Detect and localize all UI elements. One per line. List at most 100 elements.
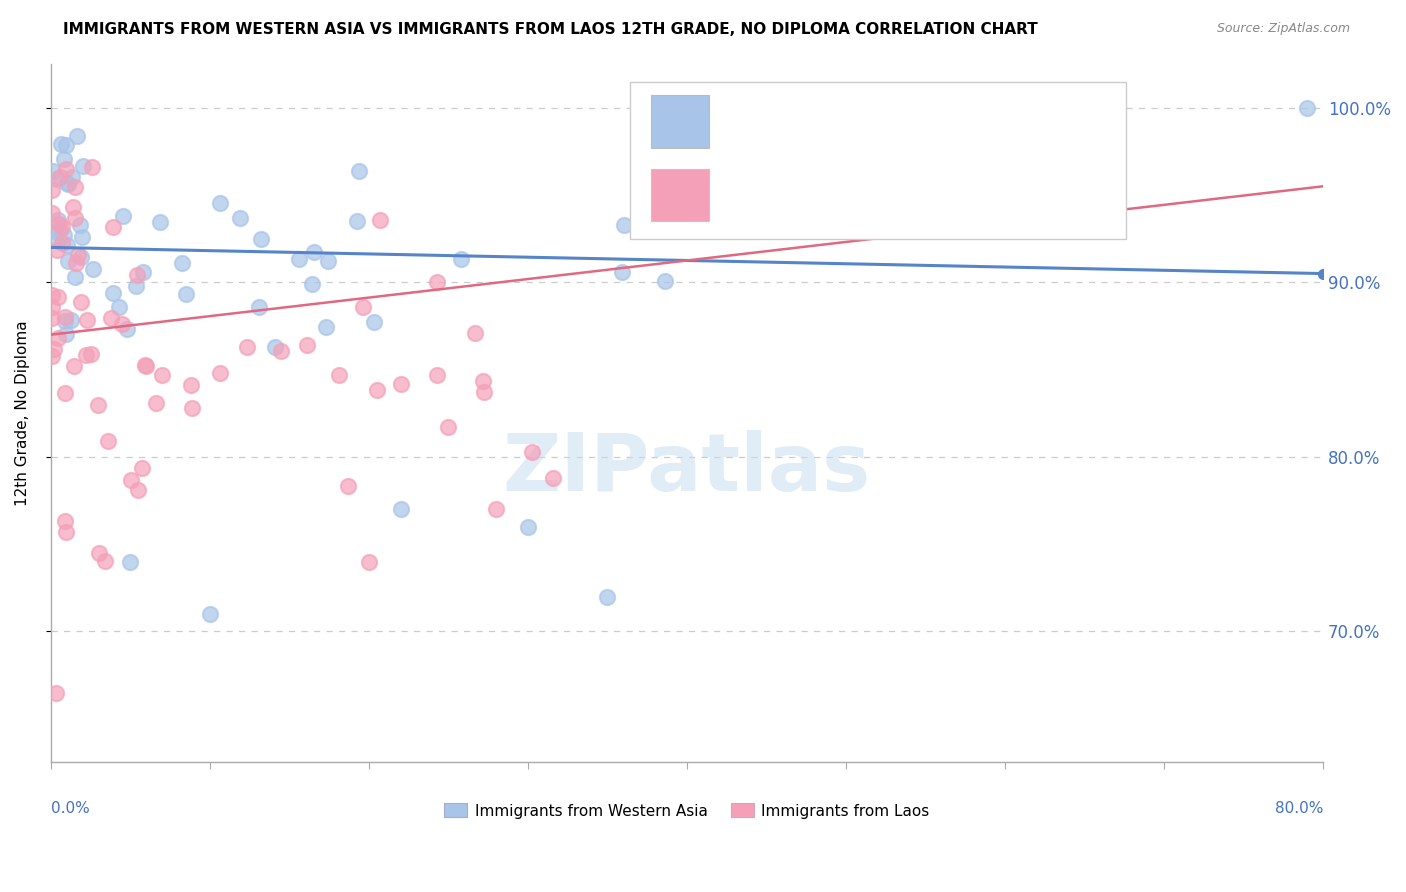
Text: 0.0%: 0.0% — [51, 801, 90, 816]
Point — [51, 220, 73, 235]
Point — [149, 215, 172, 229]
Text: 74: 74 — [965, 186, 987, 204]
Point — [288, 252, 311, 266]
Text: 0.140: 0.140 — [775, 186, 832, 204]
Point — [49, 137, 72, 152]
Point — [108, 300, 131, 314]
Point — [41, 300, 63, 314]
FancyBboxPatch shape — [651, 169, 709, 221]
Point — [65, 211, 87, 226]
Point — [45, 172, 67, 186]
Point — [543, 471, 565, 485]
Point — [654, 274, 676, 288]
Point — [62, 359, 84, 373]
Point — [72, 229, 94, 244]
Point — [366, 383, 388, 397]
Point — [55, 310, 77, 324]
Point — [55, 137, 77, 152]
Point — [170, 256, 193, 270]
Point — [315, 320, 337, 334]
Point — [55, 525, 77, 540]
Legend: Immigrants from Western Asia, Immigrants from Laos: Immigrants from Western Asia, Immigrants… — [439, 797, 935, 824]
Point — [132, 265, 155, 279]
Point — [613, 218, 636, 232]
Point — [370, 213, 392, 227]
Point — [93, 554, 115, 568]
Point — [49, 170, 72, 185]
Point — [346, 214, 368, 228]
Point — [89, 546, 111, 560]
Point — [263, 340, 285, 354]
Point — [316, 254, 339, 268]
Point — [270, 343, 292, 358]
Point — [46, 225, 69, 239]
Point — [53, 386, 76, 401]
Point — [41, 287, 63, 301]
Point — [337, 479, 360, 493]
Point — [53, 227, 76, 242]
Point — [56, 253, 79, 268]
Point — [69, 294, 91, 309]
Point — [450, 252, 472, 266]
Point — [82, 261, 104, 276]
Point — [82, 161, 104, 175]
Text: 61: 61 — [965, 112, 987, 130]
Point — [135, 359, 157, 373]
Point — [485, 502, 508, 516]
Point — [46, 331, 69, 345]
Text: N =: N = — [903, 112, 941, 130]
Point — [101, 285, 124, 300]
Point — [120, 555, 142, 569]
Point — [127, 483, 149, 497]
Point — [75, 348, 97, 362]
Point — [55, 238, 77, 252]
Point — [48, 217, 70, 231]
Point — [464, 326, 486, 340]
Point — [60, 170, 83, 185]
Point — [1296, 101, 1319, 115]
Point — [63, 269, 86, 284]
Point — [124, 279, 146, 293]
Point — [66, 128, 89, 143]
Point — [97, 434, 120, 449]
Point — [349, 163, 371, 178]
Point — [101, 220, 124, 235]
Point — [42, 164, 65, 178]
Point — [41, 183, 63, 197]
Point — [46, 233, 69, 247]
Point — [76, 313, 98, 327]
Point — [87, 398, 110, 412]
Point — [250, 231, 273, 245]
Point — [295, 338, 318, 352]
Text: ZIPatlas: ZIPatlas — [503, 430, 872, 508]
Point — [174, 287, 197, 301]
Point — [52, 152, 75, 166]
Point — [51, 235, 73, 250]
Point — [120, 473, 142, 487]
Point — [181, 401, 204, 415]
Point — [53, 514, 76, 528]
Point — [112, 209, 135, 223]
Point — [208, 196, 231, 211]
Point — [63, 179, 86, 194]
Point — [55, 327, 77, 342]
Point — [41, 349, 63, 363]
Point — [80, 347, 103, 361]
Point — [72, 159, 94, 173]
Point — [229, 211, 252, 226]
Point — [53, 314, 76, 328]
Point — [426, 275, 449, 289]
Point — [198, 607, 221, 621]
Point — [45, 685, 67, 699]
Point — [426, 368, 449, 382]
Text: -0.028: -0.028 — [775, 112, 834, 130]
Point — [46, 212, 69, 227]
Point — [302, 244, 325, 259]
Point — [58, 177, 80, 191]
Point — [117, 322, 139, 336]
Point — [65, 256, 87, 270]
Point — [389, 502, 412, 516]
Point — [247, 300, 270, 314]
Point — [150, 368, 173, 382]
Point — [49, 223, 72, 237]
